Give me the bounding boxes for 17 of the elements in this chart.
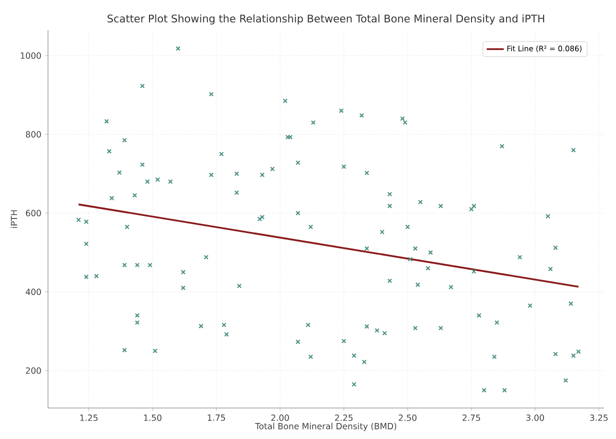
x-tick-label: 1.25	[80, 414, 98, 421]
x-tick-label: 3.25	[590, 414, 608, 421]
x-tick-label: 2.25	[335, 414, 353, 421]
chart-title: Scatter Plot Showing the Relationship Between Total Bone Mineral Density and iPTH	[108, 14, 544, 24]
x-tick-label: 1.75	[208, 414, 226, 421]
x-tick-label: 2.75	[462, 414, 480, 421]
y-axis-title: iPTH	[10, 210, 18, 228]
y-tick-label: 1000	[20, 52, 41, 59]
y-tick-label: 600	[26, 210, 41, 216]
x-tick-label: 3.00	[526, 414, 544, 421]
x-tick-label: 1.50	[144, 414, 162, 421]
x-tick-label: 2.50	[398, 414, 416, 421]
y-tick-label: 400	[26, 288, 41, 296]
y-tick-label: 200	[26, 367, 41, 374]
y-tick-label: 800	[26, 131, 41, 138]
x-axis-title: Total Bone Mineral Density (BMD)	[255, 422, 396, 431]
x-tick-label: 2.00	[271, 414, 289, 421]
